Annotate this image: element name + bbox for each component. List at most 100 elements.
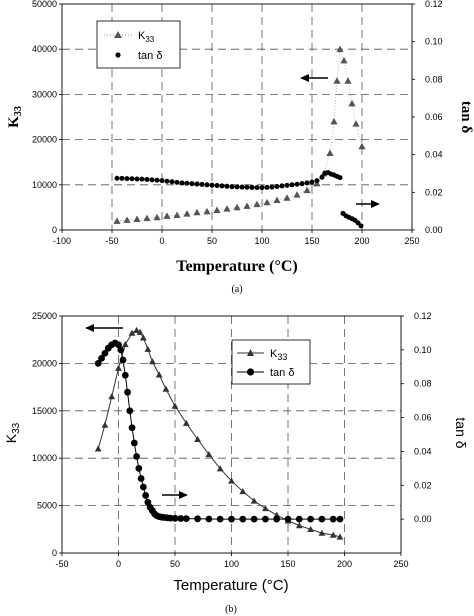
- k33-point: [336, 533, 344, 540]
- k33-point: [213, 206, 221, 213]
- x-tick-label: 100: [254, 236, 269, 246]
- k33-point: [101, 421, 109, 428]
- k33-point: [318, 529, 326, 536]
- tan-delta-point: [314, 178, 320, 184]
- circle-marker-icon: [246, 368, 255, 376]
- y2-tick-label: 0.10: [414, 345, 432, 355]
- tan-delta-point: [149, 177, 155, 183]
- x-tick-label: 0: [116, 559, 121, 569]
- y-tick-label: 0: [52, 225, 57, 235]
- svg-text:K33: K33: [270, 348, 287, 362]
- y2-tick-label: 0.10: [425, 37, 443, 47]
- tan-delta-point: [124, 176, 130, 182]
- k33-point: [348, 99, 356, 107]
- k33-point: [250, 497, 258, 504]
- tan-delta-point: [119, 356, 127, 364]
- k33-point: [216, 465, 224, 472]
- tan-delta-point: [182, 515, 190, 523]
- tan-delta-point: [239, 515, 247, 523]
- k33-point: [333, 77, 341, 84]
- panel-a-series-k33: [113, 45, 366, 224]
- panel-b-x-axis-title: Temperature (°C): [173, 577, 288, 594]
- k33-point: [149, 358, 156, 365]
- k33-point: [163, 212, 171, 219]
- y2-tick-label: 0.04: [425, 150, 443, 160]
- x-tick-label: 150: [280, 559, 295, 569]
- y2-tick-label: 0.12: [414, 311, 432, 321]
- tan-delta-point: [169, 179, 175, 185]
- k33-point: [253, 200, 261, 208]
- y-tick-label: 20000: [32, 135, 57, 145]
- legend-k33-label: K: [138, 30, 146, 42]
- x-tick-label: 50: [207, 236, 217, 246]
- panel-b-y2-tick-labels: 0.00 0.02 0.04 0.06 0.08 0.10 0.12: [401, 311, 432, 524]
- legend-tan-label: tan δ: [138, 50, 162, 62]
- tan-delta-point: [119, 175, 125, 181]
- legend-k33-entry: K33: [104, 30, 155, 44]
- k33-point: [262, 505, 269, 512]
- tan-delta-point: [284, 182, 290, 188]
- k33-point: [182, 419, 190, 426]
- y-tick-label: 10000: [32, 453, 57, 463]
- panel-a-x-axis-title: Temperature (°C): [176, 258, 297, 275]
- tan-delta-point: [216, 515, 224, 523]
- k33-point: [194, 435, 201, 442]
- tan-delta-point: [133, 453, 140, 460]
- tan-delta-point: [205, 515, 213, 523]
- k33-point: [205, 451, 213, 458]
- y-tick-label: 40000: [32, 44, 57, 54]
- triangle-marker-icon: [114, 31, 122, 38]
- y2-tick-label: 0.02: [425, 187, 443, 197]
- x-tick-label: -100: [53, 236, 71, 246]
- svg-text:K33: K33: [6, 106, 24, 128]
- tan-delta-point: [299, 181, 305, 187]
- tan-delta-point: [249, 184, 255, 190]
- panel-a-y2-axis-title: tan δ: [458, 101, 474, 134]
- tan-delta-point: [194, 181, 200, 187]
- tan-delta-point: [284, 515, 292, 523]
- k33-point: [233, 203, 241, 211]
- y-tick-label: 15000: [32, 406, 57, 416]
- panel-b-y-axis-title-main: K: [3, 433, 19, 443]
- tan-delta-point: [254, 185, 260, 191]
- tan-delta-point: [115, 341, 122, 349]
- panel-a-series-tan-delta: [114, 170, 364, 229]
- legend-tan-entry: tan δ: [115, 50, 162, 62]
- k33-point: [143, 214, 151, 222]
- y-tick-label: 0: [52, 548, 57, 558]
- svg-text:K33: K33: [138, 30, 155, 44]
- tan-delta-point: [329, 515, 337, 523]
- k33-point: [139, 334, 147, 341]
- tan-delta-point: [139, 176, 145, 182]
- triangle-marker-icon: [247, 349, 254, 356]
- x-tick-label: 50: [170, 559, 180, 569]
- tan-delta-point: [114, 175, 120, 181]
- k33-point: [173, 211, 181, 218]
- tan-delta-point: [101, 349, 109, 357]
- tan-delta-point: [273, 515, 281, 523]
- panel-a-x-tick-labels: -100 -50 0 50 100 150 200 250: [53, 230, 420, 246]
- tan-delta-point: [130, 439, 138, 447]
- tan-delta-point: [171, 514, 179, 522]
- k33-point: [243, 202, 251, 209]
- tan-delta-point: [319, 174, 325, 180]
- k33-point: [153, 213, 161, 221]
- k33-point: [94, 445, 102, 452]
- panel-b: -50 0 50 100 150 200 250 050001000015000200002…: [3, 311, 469, 615]
- tan-delta-point: [228, 515, 235, 523]
- tan-delta-point: [209, 182, 215, 188]
- k33-point: [193, 208, 201, 216]
- tan-delta-point: [244, 184, 250, 190]
- tan-delta-point: [154, 177, 160, 183]
- tan-delta-point: [289, 182, 295, 188]
- tan-delta-point: [269, 184, 275, 190]
- k33-point: [155, 371, 163, 378]
- panel-b-y-axis-title-sub: 33: [11, 422, 22, 434]
- y2-tick-label: 0.12: [425, 0, 443, 9]
- tan-delta-point: [121, 371, 129, 379]
- tan-delta-point: [358, 223, 364, 229]
- k33-point: [144, 345, 152, 352]
- tan-delta-point: [117, 346, 125, 354]
- k33-point: [115, 364, 122, 371]
- panel-a-right-arrow: [356, 200, 380, 208]
